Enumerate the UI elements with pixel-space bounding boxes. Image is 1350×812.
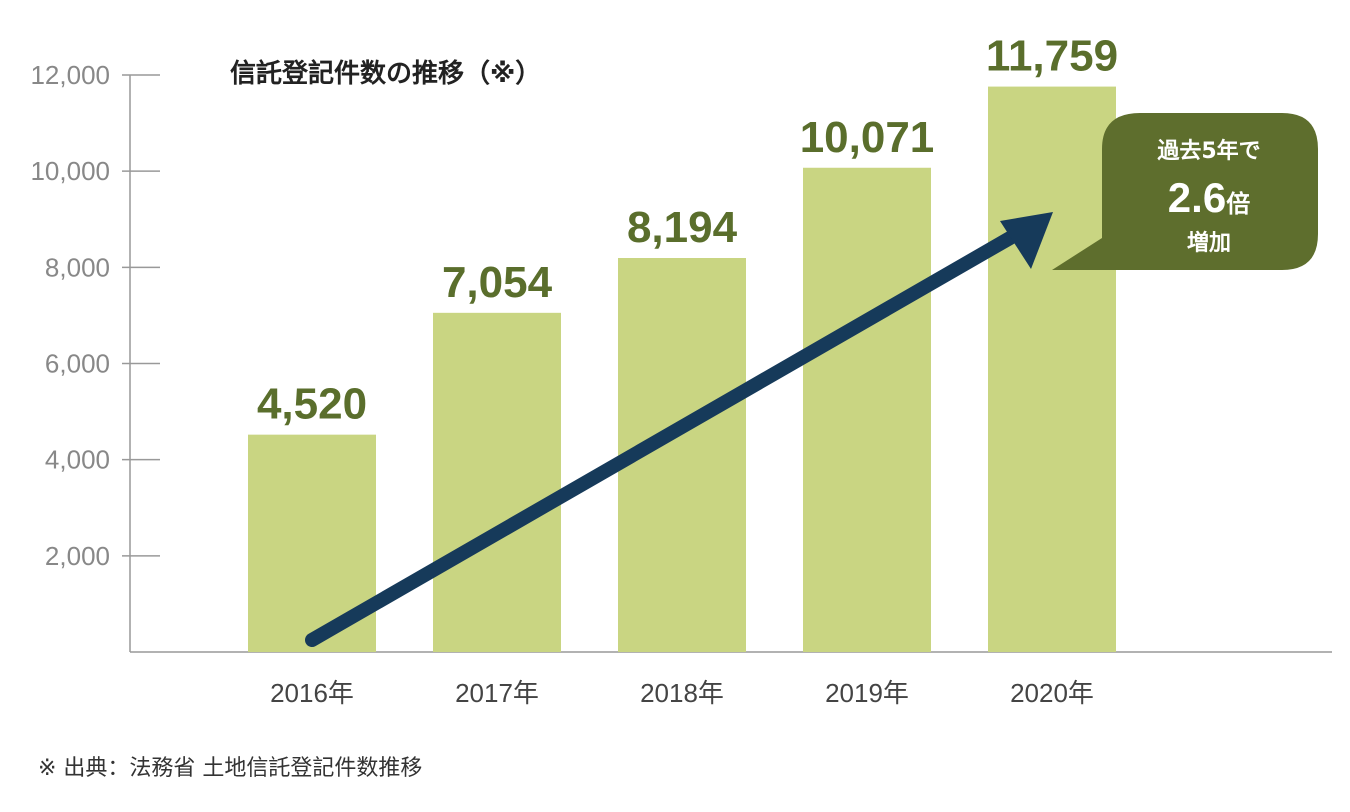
x-axis-labels: 2016年 2017年 2018年 2019年 2020年	[270, 678, 1094, 708]
bar-4	[803, 167, 931, 652]
data-label-4: 10,071	[800, 113, 935, 162]
x-tick-label-5: 2020年	[1010, 678, 1094, 708]
data-label-3: 8,194	[627, 203, 738, 252]
callout-unit: 倍	[1226, 190, 1250, 218]
bar-2	[433, 312, 561, 652]
x-tick-label-1: 2016年	[270, 678, 354, 708]
trend-arrow	[305, 212, 1053, 647]
trend-arrow-head	[1000, 212, 1053, 269]
callout-value: 2.6	[1168, 174, 1226, 221]
x-tick-label-4: 2019年	[825, 678, 909, 708]
y-tick-label: 12,000	[30, 60, 110, 90]
data-label-2: 7,054	[442, 258, 553, 307]
y-tick-label: 2,000	[45, 541, 110, 571]
data-label-1: 4,520	[257, 380, 367, 429]
callout-bubble	[1052, 113, 1318, 270]
x-tick-label-2: 2017年	[455, 678, 539, 708]
y-tick-label: 8,000	[45, 252, 110, 282]
x-tick-label-3: 2018年	[640, 678, 724, 708]
data-labels: 4,520 7,054 8,194 10,071 11,759	[257, 32, 1118, 429]
callout-line3: 増加	[1187, 230, 1231, 256]
source-note: ※ 出典：法務省 土地信託登記件数推移	[38, 756, 422, 781]
callout-line1: 過去5年で	[1157, 138, 1260, 164]
y-tick-label: 4,000	[45, 445, 110, 475]
y-axis-ticks: 2,000 4,000 6,000 8,000 10,000 12,000	[30, 60, 160, 571]
bars	[248, 86, 1116, 653]
chart-title: 信託登記件数の推移（※）	[230, 58, 541, 89]
bar-5	[988, 86, 1116, 653]
trend-arrow-shaft	[305, 231, 1017, 647]
y-tick-label: 6,000	[45, 349, 110, 379]
data-label-5: 11,759	[986, 32, 1118, 81]
y-tick-label: 10,000	[30, 156, 110, 186]
callout-multiplier: 2.6倍	[1168, 174, 1250, 221]
growth-callout: 過去5年で 2.6倍 増加	[1052, 113, 1318, 270]
